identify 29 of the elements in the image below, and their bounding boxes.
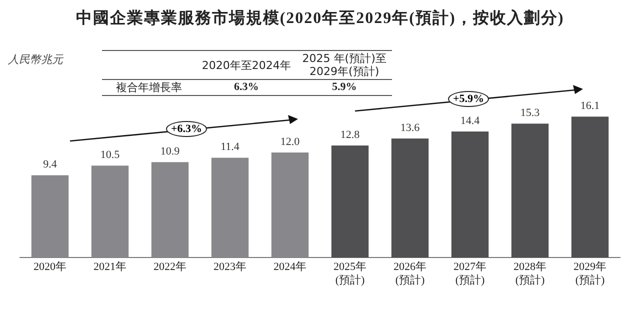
text: +5.9% bbox=[448, 91, 490, 107]
x-tick-label: 2020年 bbox=[34, 261, 66, 274]
data-label: 16.1 bbox=[580, 100, 600, 112]
data-label: 15.3 bbox=[520, 107, 540, 120]
y-axis-title: 人民幣兆元 bbox=[8, 53, 63, 67]
data-label: 12.0 bbox=[280, 136, 300, 148]
data-label: 10.9 bbox=[160, 146, 180, 158]
data-label: 12.8 bbox=[340, 128, 360, 141]
data-label: 14.4 bbox=[460, 114, 480, 127]
x-tick-label: 2022年 bbox=[154, 261, 186, 274]
text: 6.3% bbox=[196, 80, 297, 96]
x-tick-label: 2029年 (預計) bbox=[574, 261, 606, 286]
data-label: 11.4 bbox=[220, 141, 240, 154]
data-label: 13.6 bbox=[400, 122, 420, 134]
chart-title: 中國企業專業服務市場規模(2020年至2029年(預計)，按收入劃分) bbox=[74, 8, 566, 29]
x-tick-label: 2023年 bbox=[214, 261, 246, 274]
x-tick-label: 2024年 bbox=[274, 261, 306, 274]
data-label: 10.5 bbox=[100, 149, 120, 162]
text: 複合年增長率 bbox=[102, 80, 196, 96]
x-tick-label: 2025年 (預計) bbox=[334, 261, 366, 286]
text: 5.9% bbox=[296, 80, 392, 96]
x-tick-label: 2026年 (預計) bbox=[394, 261, 426, 286]
x-tick-label: 2021年 bbox=[94, 261, 126, 274]
annotation: +6.3% bbox=[166, 121, 208, 137]
text: 2020年至2024年 bbox=[196, 50, 297, 80]
text: 2025 年(預計)至 2029年(預計) bbox=[296, 50, 392, 80]
data-label: 9.4 bbox=[43, 158, 58, 171]
x-tick-label: 2027年 (預計) bbox=[454, 261, 486, 286]
x-tick-label: 2028年 (預計) bbox=[514, 261, 546, 286]
